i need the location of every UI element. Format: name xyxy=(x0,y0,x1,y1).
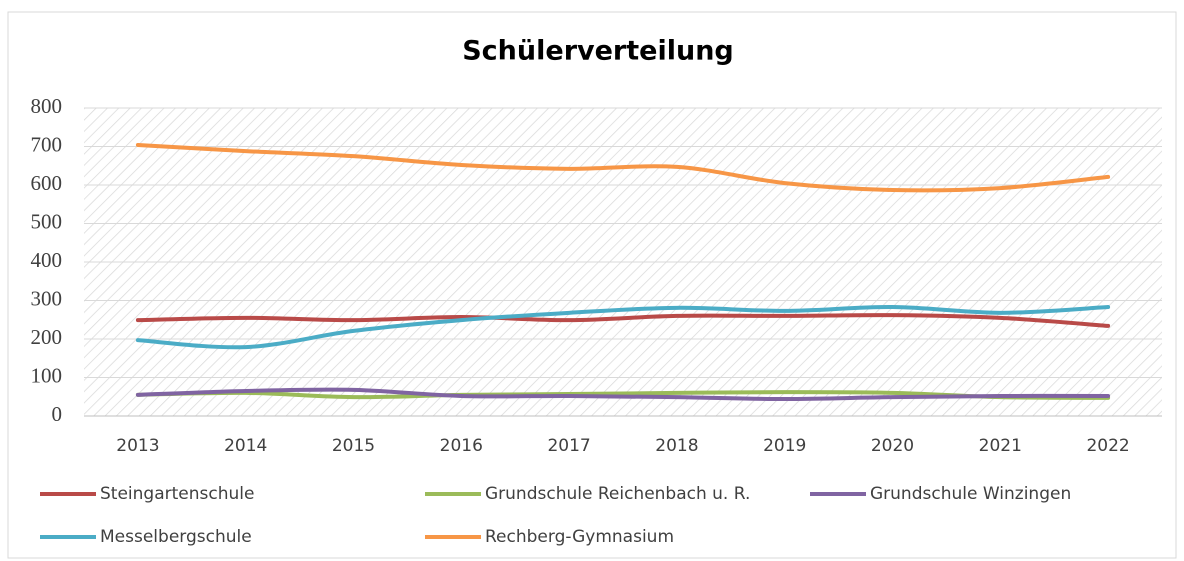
x-tick-label: 2018 xyxy=(655,436,698,456)
y-tick-label: 700 xyxy=(31,132,63,156)
series-line xyxy=(135,305,1111,350)
y-tick-label: 600 xyxy=(31,171,63,195)
y-tick-label: 400 xyxy=(31,248,63,272)
series-line xyxy=(135,142,1111,193)
x-tick-label: 2021 xyxy=(979,436,1022,456)
legend-label: Steingartenschule xyxy=(100,484,254,504)
chart-title: Schülerverteilung xyxy=(462,36,734,67)
x-tick-label: 2019 xyxy=(763,436,806,456)
x-tick-label: 2016 xyxy=(440,436,483,456)
y-tick-label: 500 xyxy=(31,209,63,233)
y-tick-label: 300 xyxy=(31,286,63,310)
series-line xyxy=(135,387,1111,402)
x-tick-label: 2013 xyxy=(116,436,159,456)
legend-label: Messelbergschule xyxy=(100,527,252,547)
x-tick-label: 2022 xyxy=(1086,436,1129,456)
x-tick-label: 2020 xyxy=(871,436,914,456)
series-line xyxy=(135,313,1111,328)
legend-label: Rechberg-Gymnasium xyxy=(485,527,674,547)
legend-label: Grundschule Winzingen xyxy=(870,484,1071,504)
y-tick-label: 200 xyxy=(31,325,63,349)
y-tick-label: 0 xyxy=(52,402,63,426)
x-tick-label: 2017 xyxy=(547,436,590,456)
y-tick-label: 100 xyxy=(31,363,63,387)
x-tick-label: 2014 xyxy=(224,436,267,456)
y-tick-label: 800 xyxy=(31,94,63,118)
x-tick-label: 2015 xyxy=(332,436,375,456)
legend-label: Grundschule Reichenbach u. R. xyxy=(485,484,750,504)
